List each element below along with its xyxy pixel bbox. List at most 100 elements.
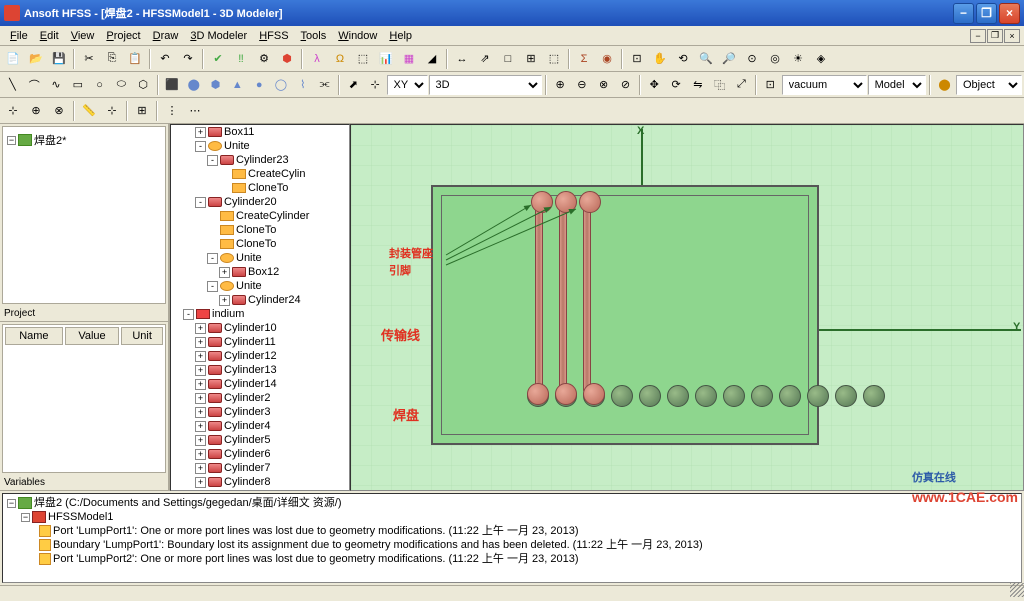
tree-createcylinder[interactable]: CreateCylinder [171,209,349,223]
tree-cylinder6[interactable]: +Cylinder6 [171,447,349,461]
pan-icon[interactable]: ✋ [649,48,671,70]
tree-unite[interactable]: -Unite [171,139,349,153]
tree-cylinder5[interactable]: +Cylinder5 [171,433,349,447]
cs2-icon[interactable]: ⊕ [25,100,47,122]
rect-icon[interactable]: ▭ [67,74,88,96]
tree-cylinder9[interactable]: +Cylinder9 [171,489,349,491]
tree-cylinder13[interactable]: +Cylinder13 [171,363,349,377]
menu-3d-modeler[interactable]: 3D Modeler [184,28,253,44]
close-button[interactable]: × [999,3,1020,24]
cs-icon[interactable]: ⊹ [2,100,24,122]
arc-icon[interactable]: ⌒ [24,74,45,96]
intersect-icon[interactable]: ⊗ [593,74,614,96]
vec-icon[interactable]: ⇗ [474,48,496,70]
cone-icon[interactable]: ▲ [227,74,248,96]
mdi-minimize[interactable]: − [970,29,986,43]
cs3-icon[interactable]: ⊗ [48,100,70,122]
zoom-fit-icon[interactable]: ⊙ [741,48,763,70]
tree-cylinder7[interactable]: +Cylinder7 [171,461,349,475]
menu-view[interactable]: View [65,28,101,44]
cs4-icon[interactable]: ⊹ [101,100,123,122]
tree-cylinder23[interactable]: -Cylinder23 [171,153,349,167]
tree-box12[interactable]: +Box12 [171,265,349,279]
mdi-close[interactable]: × [1004,29,1020,43]
sigma-icon[interactable]: Σ [573,48,595,70]
move-icon[interactable]: ✥ [644,74,665,96]
split-icon[interactable]: ⊘ [615,74,636,96]
line-icon[interactable]: ╲ [2,74,23,96]
undo-icon[interactable]: ↶ [154,48,176,70]
project-root[interactable]: − 焊盘2* [7,131,161,149]
grid-icon[interactable]: ⊞ [520,48,542,70]
new-icon[interactable]: 📄 [2,48,24,70]
tree-cylinder20[interactable]: -Cylinder20 [171,195,349,209]
redo-icon[interactable]: ↷ [177,48,199,70]
snap-pt-icon[interactable]: ⋮ [161,100,183,122]
zoom-out-icon[interactable]: 🔎 [718,48,740,70]
lambda-icon[interactable]: λ [306,48,328,70]
3d-viewport[interactable]: X Y 封装管座 引脚 传输线 焊盘 [350,124,1024,491]
fit-icon[interactable]: ⊡ [626,48,648,70]
tree-cloneto[interactable]: CloneTo [171,223,349,237]
mode-combo[interactable]: 3D [429,75,542,95]
rotate-icon[interactable]: ⟲ [672,48,694,70]
mdi-restore[interactable]: ❐ [987,29,1003,43]
light-icon[interactable]: ☀ [787,48,809,70]
zoom-sel-icon[interactable]: ◎ [764,48,786,70]
snap1-icon[interactable]: ⊡ [760,74,781,96]
obj-icon[interactable]: ⬤ [934,74,955,96]
sweep-icon[interactable]: ⬈ [343,74,364,96]
menu-project[interactable]: Project [100,28,146,44]
opt-icon[interactable]: ⚙ [253,48,275,70]
plot-icon[interactable]: ◢ [421,48,443,70]
model-tree[interactable]: +Box11-Unite-Cylinder23CreateCylin CloneT… [170,124,350,491]
sel-icon[interactable]: ⬚ [543,48,565,70]
menu-draw[interactable]: Draw [147,28,185,44]
dup-icon[interactable]: ⿻ [709,74,730,96]
poly-icon[interactable]: ⬡ [133,74,154,96]
menu-tools[interactable]: Tools [295,28,333,44]
col-name[interactable]: Name [5,327,63,345]
spline-icon[interactable]: ∿ [46,74,67,96]
menu-help[interactable]: Help [383,28,418,44]
cut-icon[interactable]: ✂ [78,48,100,70]
unite-icon[interactable]: ⊕ [550,74,571,96]
tree-cylinder10[interactable]: +Cylinder10 [171,321,349,335]
msg-design[interactable]: − HFSSModel1 [5,510,1019,524]
save-icon[interactable]: 💾 [48,48,70,70]
mesh-icon[interactable]: ▦ [398,48,420,70]
zoom-in-icon[interactable]: 🔍 [695,48,717,70]
chart-icon[interactable]: 📊 [375,48,397,70]
poly3d-icon[interactable]: ⬢ [205,74,226,96]
sphere-icon[interactable]: ● [249,74,270,96]
warning-msg-1[interactable]: Boundary 'LumpPort1': Boundary lost its … [5,538,1019,552]
axis-icon[interactable]: ⊹ [365,74,386,96]
helix-icon[interactable]: ⌇ [292,74,313,96]
box3d-icon[interactable]: ⬛ [162,74,183,96]
open-icon[interactable]: 📂 [25,48,47,70]
circle-icon[interactable]: ○ [89,74,110,96]
warning-msg-0[interactable]: Port 'LumpPort1': One or more port lines… [5,524,1019,538]
menu-window[interactable]: Window [332,28,383,44]
menu-hfss[interactable]: HFSS [253,28,294,44]
dim-icon[interactable]: ↔ [451,48,473,70]
material-combo[interactable]: vacuum [782,75,867,95]
hfss-icon[interactable]: ⬢ [276,48,298,70]
ellipse-icon[interactable]: ⬭ [111,74,132,96]
tree-cylinder14[interactable]: +Cylinder14 [171,377,349,391]
tree-cylinder11[interactable]: +Cylinder11 [171,335,349,349]
copy-icon[interactable]: ⎘ [101,48,123,70]
snap-ln-icon[interactable]: ⋯ [184,100,206,122]
rot-icon[interactable]: ⟳ [666,74,687,96]
tree-createcylin[interactable]: CreateCylin [171,167,349,181]
project-tree[interactable]: − 焊盘2* [3,127,165,153]
menu-file[interactable]: File [4,28,34,44]
tree-box11[interactable]: +Box11 [171,125,349,139]
tree-cylinder2[interactable]: +Cylinder2 [171,391,349,405]
scale-icon[interactable]: ⤢ [731,74,752,96]
paste-icon[interactable]: 📋 [124,48,146,70]
tree-cylinder3[interactable]: +Cylinder3 [171,405,349,419]
tree-cylinder8[interactable]: +Cylinder8 [171,475,349,489]
minimize-button[interactable]: − [953,3,974,24]
tree-cylinder24[interactable]: +Cylinder24 [171,293,349,307]
